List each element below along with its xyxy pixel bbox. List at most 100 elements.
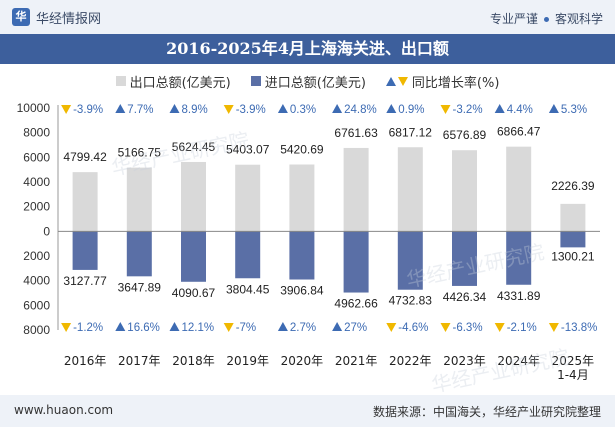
- import-value-label: 4732.83: [389, 294, 433, 308]
- import-bar: [397, 231, 423, 290]
- import-growth-label: -6.3%: [453, 322, 483, 334]
- x-tick-label: 2025年: [552, 354, 595, 368]
- export-value-label: 6761.63: [334, 126, 378, 140]
- export-bar: [560, 203, 586, 232]
- import-value-label: 4426.34: [443, 290, 487, 304]
- x-tick-label: 2021年: [335, 354, 378, 368]
- growth-down-icon: [61, 105, 72, 114]
- import-value-label: 4962.66: [334, 297, 378, 311]
- import-growth-label: 27%: [344, 322, 367, 334]
- y-tick-label: 8000: [23, 126, 50, 140]
- growth-up-icon: [386, 104, 397, 113]
- tagline-left: 专业严谨: [489, 12, 538, 26]
- y-tick-label: 6000: [23, 298, 50, 312]
- export-value-label: 6866.47: [497, 125, 541, 139]
- import-value-label: 3906.84: [280, 284, 324, 298]
- y-tick-label: 2000: [23, 249, 50, 263]
- import-bar: [126, 231, 152, 277]
- import-bar: [343, 231, 369, 293]
- dot-icon: [543, 17, 549, 22]
- x-tick-label: 2017年: [118, 354, 161, 368]
- import-growth-label: -1.2%: [73, 322, 103, 334]
- growth-down-icon: [440, 323, 451, 332]
- growth-up-icon: [169, 104, 180, 113]
- export-bar: [452, 150, 477, 232]
- growth-up-icon: [548, 104, 559, 113]
- growth-up-icon: [277, 322, 288, 331]
- tagline-right: 客观科学: [554, 12, 603, 26]
- export-bar: [343, 147, 369, 232]
- import-value-label: 3804.45: [226, 282, 270, 296]
- legend-export-swatch: [115, 76, 126, 86]
- import-bar: [289, 231, 315, 280]
- x-tick-label: 1-4月: [557, 368, 589, 382]
- growth-down-icon: [548, 323, 559, 332]
- y-tick-label: 4000: [23, 175, 50, 189]
- import-value-label: 3127.77: [63, 274, 107, 288]
- x-tick-label: 2018年: [172, 354, 215, 368]
- triangle-down-icon: [397, 76, 408, 86]
- footer-url[interactable]: www.huaon.com: [14, 403, 114, 417]
- export-bar: [235, 164, 261, 232]
- y-tick-label: 0: [43, 224, 50, 238]
- legend-import-label: 进口总额(亿美元): [264, 75, 366, 91]
- export-value-label: 5624.45: [172, 140, 216, 154]
- export-bar: [72, 172, 98, 232]
- import-bar: [506, 231, 532, 285]
- legend-export-label: 出口总额(亿美元): [129, 75, 231, 91]
- growth-down-icon: [61, 323, 72, 332]
- export-growth-label: 7.7%: [127, 104, 153, 116]
- growth-up-icon: [115, 104, 126, 113]
- export-bar: [289, 164, 315, 232]
- y-tick-label: 4000: [23, 274, 50, 288]
- x-tick-label: 2024年: [497, 354, 540, 368]
- growth-up-icon: [494, 104, 505, 113]
- export-value-label: 4799.42: [63, 150, 107, 164]
- export-value-label: 2226.39: [551, 179, 595, 193]
- x-tick-label: 2020年: [281, 354, 324, 368]
- title-bar: 2016-2025年4月上海海关进、出口额: [0, 34, 615, 64]
- chart-title: 2016-2025年4月上海海关进、出口额: [166, 39, 449, 58]
- export-growth-label: -3.9%: [236, 104, 266, 116]
- legend-import: 进口总额(亿美元): [250, 72, 366, 91]
- export-growth-label: 5.3%: [561, 104, 587, 116]
- brand-logo[interactable]: 华 华经情报网: [12, 8, 102, 27]
- brand-name: 华经情报网: [36, 11, 102, 27]
- growth-down-icon: [494, 323, 505, 332]
- legend-growth-label: 同比增长率(%): [411, 75, 500, 91]
- legend-import-swatch: [250, 76, 261, 86]
- footer-source: 数据来源：中国海关，华经产业研究院整理: [372, 405, 601, 419]
- export-growth-label: -3.2%: [453, 104, 483, 116]
- footer: www.huaon.com 数据来源：中国海关，华经产业研究院整理: [0, 395, 615, 427]
- x-tick-label: 2022年: [389, 354, 432, 368]
- export-growth-label: 8.9%: [182, 104, 208, 116]
- growth-down-icon: [223, 323, 234, 332]
- growth-up-icon: [115, 322, 126, 331]
- import-value-label: 4090.67: [172, 286, 216, 300]
- import-growth-label: -4.6%: [398, 322, 428, 334]
- export-growth-label: 24.8%: [344, 104, 377, 116]
- import-bar: [452, 231, 477, 286]
- brand-mark-icon: 华: [12, 8, 30, 26]
- export-growth-label: 4.4%: [507, 104, 533, 116]
- import-growth-label: 2.7%: [290, 322, 316, 334]
- export-bar: [397, 147, 423, 232]
- export-value-label: 6817.12: [389, 125, 433, 139]
- import-growth-label: -2.1%: [507, 322, 537, 334]
- growth-up-icon: [277, 104, 288, 113]
- export-bar: [126, 167, 152, 232]
- export-value-label: 5420.69: [280, 142, 324, 156]
- top-bar: 华 华经情报网 专业严谨 客观科学: [0, 0, 615, 34]
- y-tick-label: 8000: [23, 323, 50, 337]
- import-bar: [235, 231, 261, 279]
- legend-export: 出口总额(亿美元): [115, 72, 231, 91]
- import-bar: [181, 231, 206, 282]
- x-tick-label: 2016年: [64, 354, 107, 368]
- growth-up-icon: [169, 322, 180, 331]
- y-tick-label: 6000: [23, 150, 50, 164]
- export-growth-label: 0.9%: [398, 104, 424, 116]
- import-bar: [560, 231, 586, 248]
- x-tick-label: 2019年: [226, 354, 269, 368]
- import-value-label: 4331.89: [497, 289, 541, 303]
- growth-down-icon: [223, 105, 234, 114]
